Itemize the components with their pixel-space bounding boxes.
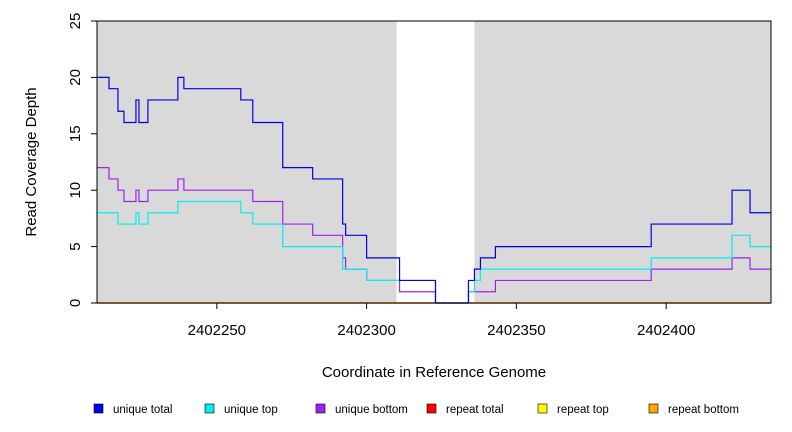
x-axis-title: Coordinate in Reference Genome: [322, 364, 546, 381]
legend-swatch-repeat-total: [426, 403, 437, 414]
series-line-unique-top: [97, 200, 771, 304]
shaded-region-1: [474, 21, 771, 303]
legend-label-unique-total: unique total: [113, 404, 172, 416]
y-axis: 0 5 10 15 20 25: [67, 13, 98, 307]
y-tick-label: 10: [67, 182, 84, 199]
x-tick-label: 2402350: [487, 322, 545, 339]
x-axis: 2402250 2402300 2402350 2402400: [188, 303, 695, 339]
legend-label-unique-bottom: unique bottom: [335, 404, 408, 416]
legend-swatch-repeat-bottom: [648, 403, 659, 414]
x-tick-label: 2402250: [188, 322, 246, 339]
x-tick-label: 2402300: [337, 322, 395, 339]
legend: unique total unique top unique bottom repea…: [93, 403, 739, 416]
legend-label-repeat-total: repeat total: [446, 404, 504, 416]
y-tick-label: 15: [67, 125, 84, 142]
y-tick-label: 20: [67, 69, 84, 86]
y-tick-label: 0: [67, 299, 84, 307]
x-tick-label: 2402400: [637, 322, 695, 339]
legend-label-repeat-top: repeat top: [557, 404, 609, 416]
y-axis-title: Read Coverage Depth: [23, 87, 40, 236]
y-tick-label: 5: [67, 242, 84, 250]
series-line-unique-total: [97, 76, 771, 304]
legend-swatch-unique-bottom: [315, 403, 326, 414]
series-line-unique-bottom: [97, 167, 771, 304]
shaded-region-0: [97, 21, 397, 303]
y-tick-label: 25: [67, 13, 84, 30]
legend-swatch-unique-top: [204, 403, 215, 414]
legend-swatch-unique-total: [93, 403, 104, 414]
legend-swatch-repeat-top: [537, 403, 548, 414]
legend-label-unique-top: unique top: [224, 404, 278, 416]
legend-label-repeat-bottom: repeat bottom: [668, 404, 739, 416]
shaded-regions: [97, 21, 771, 303]
